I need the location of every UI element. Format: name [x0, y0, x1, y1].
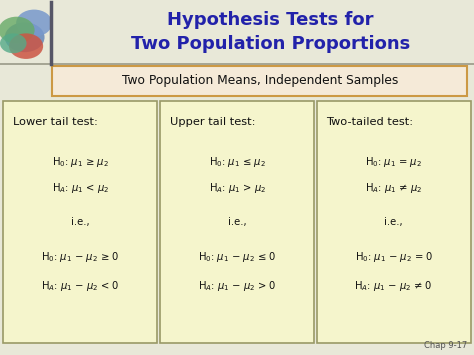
Text: i.e.,: i.e.,: [71, 217, 90, 227]
Text: H$_A$: $\mu_1$ − $\mu_2$ > 0: H$_A$: $\mu_1$ − $\mu_2$ > 0: [198, 279, 276, 293]
FancyBboxPatch shape: [317, 101, 471, 343]
FancyBboxPatch shape: [3, 101, 157, 343]
Text: Upper tail test:: Upper tail test:: [170, 118, 255, 127]
Text: Hypothesis Tests for: Hypothesis Tests for: [167, 11, 374, 28]
Circle shape: [0, 33, 27, 53]
Text: H$_0$: $\mu_1$ − $\mu_2$ ≤ 0: H$_0$: $\mu_1$ − $\mu_2$ ≤ 0: [198, 250, 276, 264]
Text: H$_A$: $\mu_1$ > $\mu_2$: H$_A$: $\mu_1$ > $\mu_2$: [209, 181, 266, 195]
Text: Chap 9-17: Chap 9-17: [424, 341, 467, 350]
Text: H$_0$: $\mu_1$ = $\mu_2$: H$_0$: $\mu_1$ = $\mu_2$: [365, 154, 422, 169]
Text: H$_0$: $\mu_1$ ≤ $\mu_2$: H$_0$: $\mu_1$ ≤ $\mu_2$: [209, 154, 265, 169]
Text: H$_A$: $\mu_1$ < $\mu_2$: H$_A$: $\mu_1$ < $\mu_2$: [52, 181, 109, 195]
Circle shape: [9, 33, 43, 59]
FancyBboxPatch shape: [160, 101, 314, 343]
Text: H$_0$: $\mu_1$ − $\mu_2$ = 0: H$_0$: $\mu_1$ − $\mu_2$ = 0: [355, 250, 433, 264]
Circle shape: [5, 22, 45, 52]
Text: H$_A$: $\mu_1$ − $\mu_2$ ≠ 0: H$_A$: $\mu_1$ − $\mu_2$ ≠ 0: [355, 279, 433, 293]
Text: H$_A$: $\mu_1$ − $\mu_2$ < 0: H$_A$: $\mu_1$ − $\mu_2$ < 0: [41, 279, 119, 293]
FancyBboxPatch shape: [52, 66, 467, 96]
Text: i.e.,: i.e.,: [384, 217, 403, 227]
Text: Two-tailed test:: Two-tailed test:: [326, 118, 413, 127]
Circle shape: [16, 10, 52, 37]
Text: H$_0$: $\mu_1$ − $\mu_2$ ≥ 0: H$_0$: $\mu_1$ − $\mu_2$ ≥ 0: [41, 250, 119, 264]
Text: i.e.,: i.e.,: [228, 217, 246, 227]
Text: Two Population Proportions: Two Population Proportions: [130, 36, 410, 53]
Text: H$_0$: $\mu_1$ ≥ $\mu_2$: H$_0$: $\mu_1$ ≥ $\mu_2$: [52, 154, 109, 169]
Circle shape: [0, 17, 35, 44]
Text: Two Population Means, Independent Samples: Two Population Means, Independent Sample…: [121, 74, 398, 87]
Text: H$_A$: $\mu_1$ ≠ $\mu_2$: H$_A$: $\mu_1$ ≠ $\mu_2$: [365, 181, 422, 195]
Text: Lower tail test:: Lower tail test:: [13, 118, 98, 127]
